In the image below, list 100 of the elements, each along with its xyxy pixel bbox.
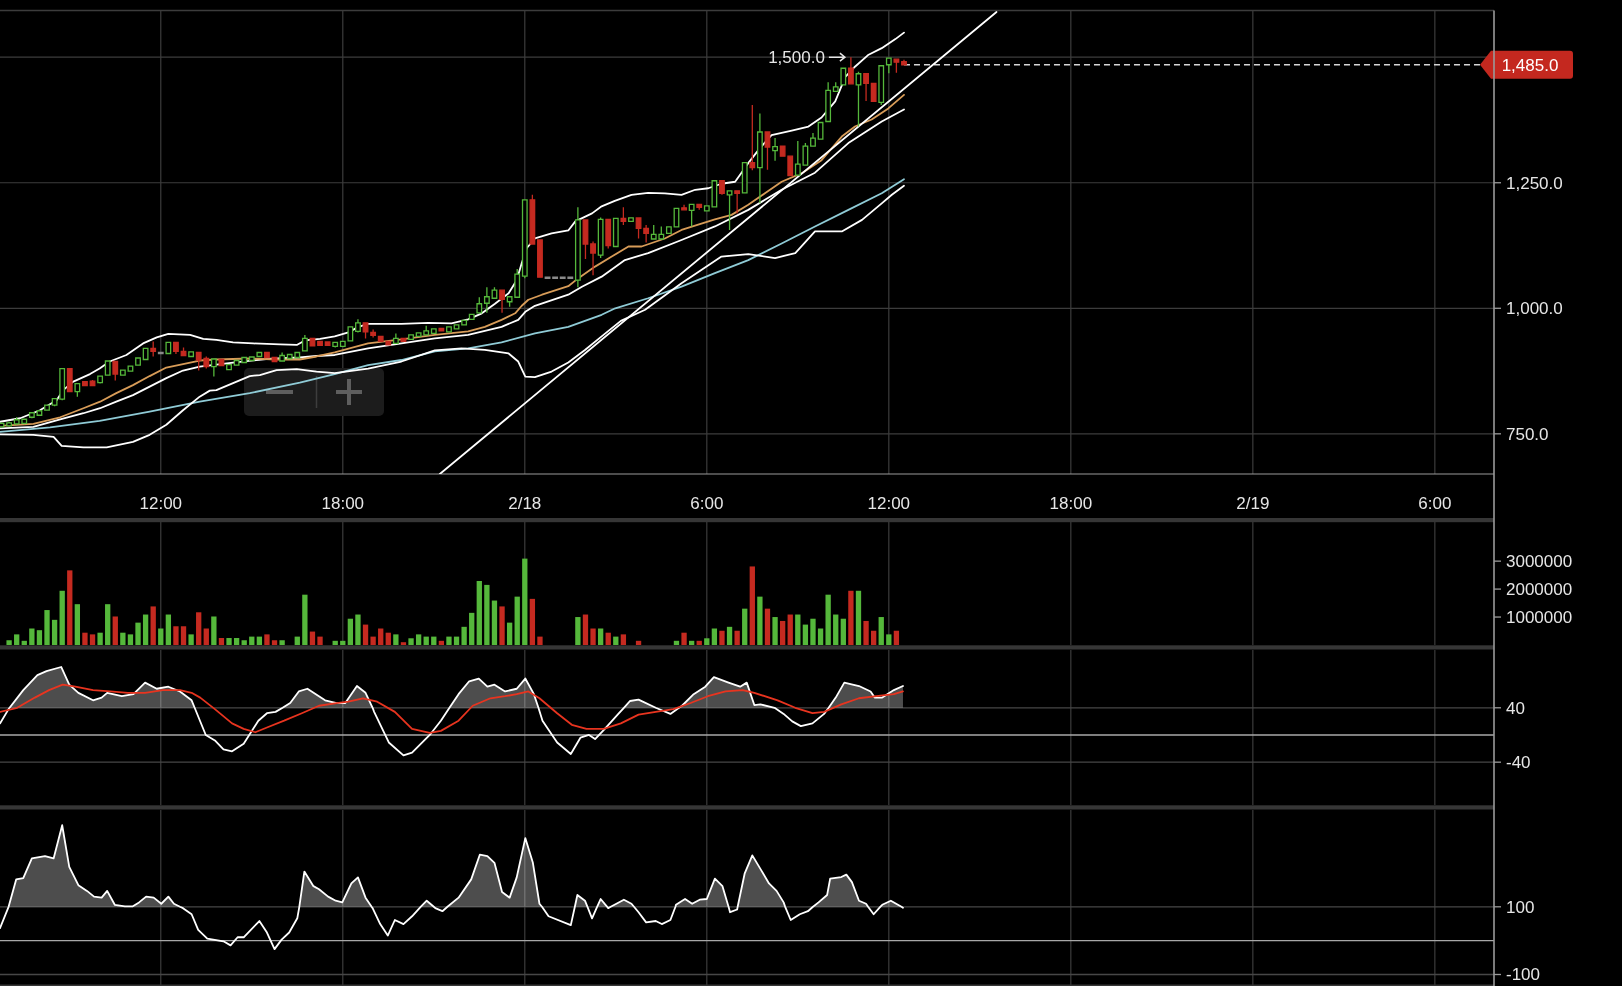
candlestick [893,58,900,74]
candlestick [44,404,50,412]
y-tick-label: -100 [1506,964,1541,984]
candlestick [36,409,43,417]
candlestick [89,379,96,387]
candlestick [370,328,377,339]
candlestick [863,72,869,102]
candlestick [483,286,490,314]
candlestick [226,363,232,371]
candlestick [901,59,907,66]
y-tick-label: -40 [1506,752,1531,772]
candlestick [332,341,339,349]
y-tick-label: 1,000.0 [1506,298,1563,318]
candlestick [764,130,771,171]
candlestick [741,161,748,194]
candlestick [264,351,270,359]
candlestick [82,380,88,387]
candlestick [157,351,164,355]
candlestick [28,411,35,419]
candlestick [847,56,854,85]
candlestick [150,340,157,358]
ref-line-label: 1,485.0 [1501,55,1559,75]
candlestick [127,364,134,373]
y-tick-label: 2000000 [1506,579,1573,599]
candlestick [461,319,468,327]
annotation: 1,500.0 [768,47,825,67]
candlestick [173,341,179,355]
x-tick-label: 12:00 [867,493,911,513]
candlestick [749,104,756,171]
candlestick [696,203,703,211]
x-tick-label: 6:00 [1418,493,1452,513]
candlestick [438,327,445,333]
candlestick [537,238,543,279]
x-tick-label: 18:00 [1049,493,1093,513]
candlestick [301,334,308,353]
candlestick [885,57,892,74]
x-tick-label: 18:00 [321,493,365,513]
candlestick [552,276,559,279]
candlestick [135,356,141,367]
candlestick [317,340,323,347]
candlestick [628,216,634,223]
candlestick [188,350,195,358]
candlestick [597,216,604,259]
y-tick-label: 100 [1506,897,1535,917]
candlestick [870,82,877,103]
candlestick [681,204,687,212]
candlestick [605,218,612,250]
candlestick [392,332,399,345]
candlestick [574,206,581,288]
candlestick [180,346,187,357]
y-tick-label: 1,250.0 [1506,173,1563,193]
candlestick [66,367,73,393]
y-tick-label: 1000000 [1506,607,1573,627]
y-tick-label: 3000000 [1506,551,1573,571]
y-tick-label: 40 [1506,698,1525,718]
candlestick [590,240,596,276]
candlestick [97,374,104,385]
candlestick [643,224,650,244]
candlestick [142,347,149,361]
candlestick [112,360,119,382]
candlestick [665,225,672,235]
x-tick-label: 12:00 [139,493,183,513]
candlestick [6,421,13,428]
candlestick [832,81,839,93]
candlestick [453,323,460,331]
y-tick-label: 750.0 [1506,424,1549,444]
candlestick [476,296,483,314]
candlestick [499,289,505,314]
candlestick [878,65,885,106]
candlestick [726,189,733,231]
candlestick [324,340,331,347]
candlestick [279,351,286,363]
candlestick [582,218,589,260]
candlestick [855,71,862,128]
candlestick [362,321,369,340]
candlestick [772,137,778,162]
x-tick-label: 2/18 [508,493,542,513]
candlestick [210,357,217,378]
x-tick-label: 6:00 [690,493,724,513]
candlestick [825,81,832,123]
candlestick [810,132,816,148]
candlestick [688,203,695,228]
candlestick [521,198,528,279]
candlestick [74,382,81,398]
candlestick [119,368,126,377]
candlestick [840,67,847,86]
candlestick [468,313,475,321]
candlestick [430,327,437,335]
candlestick [635,216,642,240]
candlestick [756,112,763,204]
candlestick [612,217,619,248]
candlestick [734,189,741,215]
candlestick [355,318,361,334]
x-tick-label: 2/19 [1236,493,1270,513]
candlestick [620,206,627,226]
candlestick [529,194,536,246]
candlestick [719,179,725,196]
candlestick [446,325,452,334]
candlestick [104,359,111,377]
candlestick [408,333,414,341]
